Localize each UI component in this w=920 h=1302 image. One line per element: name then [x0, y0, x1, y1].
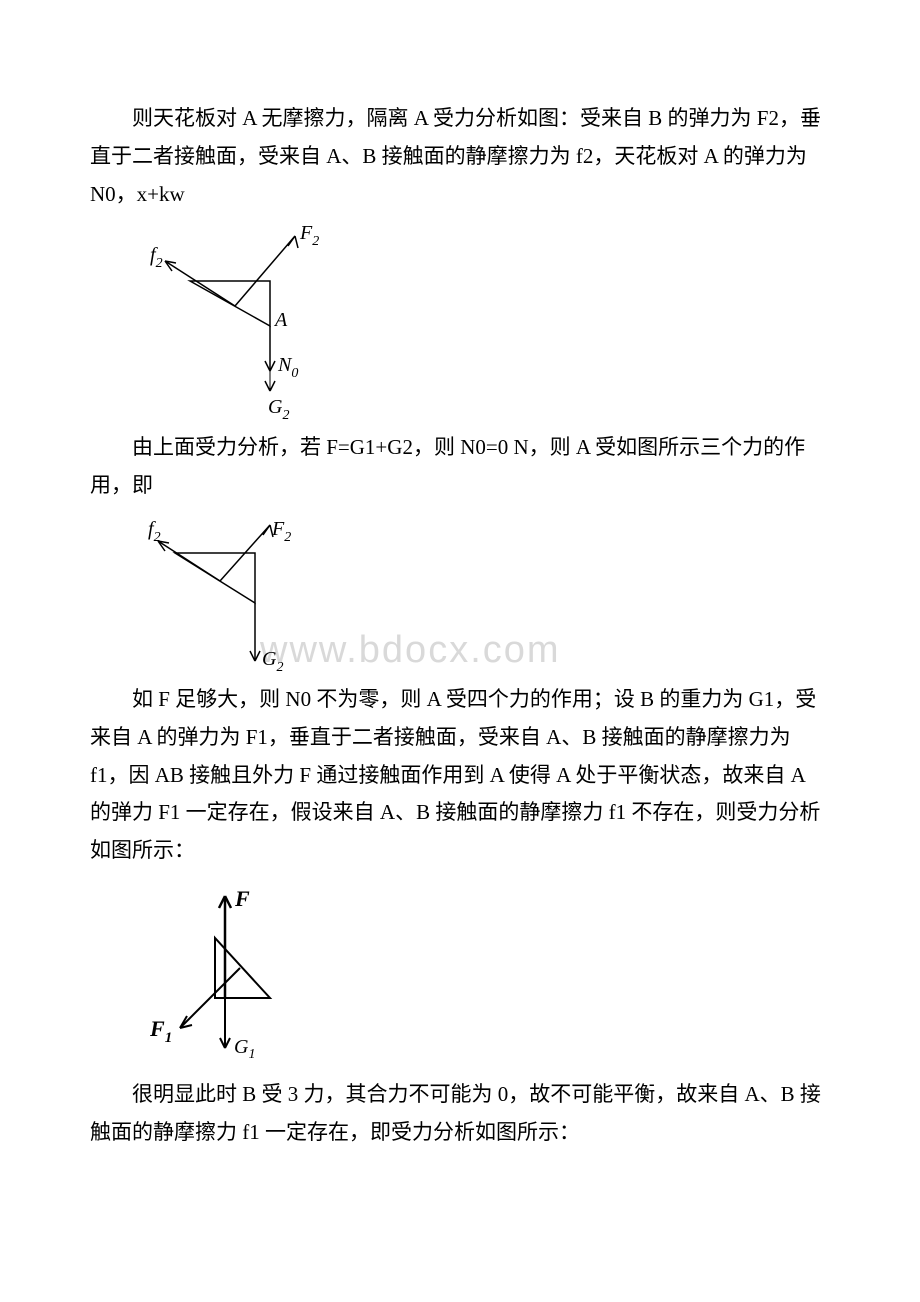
svg-text:G2: G2 — [262, 648, 283, 673]
svg-text:f2: f2 — [150, 244, 163, 271]
label-F: F — [234, 886, 250, 911]
figure-2: f2 F2 G2 — [120, 513, 830, 673]
paragraph-3: 如 F 足够大，则 N0 不为零，则 A 受四个力的作用；设 B 的重力为 G1… — [90, 681, 830, 870]
svg-text:F1: F1 — [149, 1016, 172, 1046]
figure-1: f2 F2 A N0 G2 — [120, 221, 830, 421]
svg-text:G2: G2 — [268, 396, 289, 421]
paragraph-4: 很明显此时 B 受 3 力，其合力不可能为 0，故不可能平衡，故来自 A、B 接… — [90, 1076, 830, 1152]
svg-text:f2: f2 — [148, 518, 161, 545]
svg-text:G1: G1 — [234, 1036, 255, 1062]
figure-3: F F1 G1 — [120, 878, 830, 1068]
svg-text:F2: F2 — [271, 518, 291, 545]
paragraph-1: 则天花板对 A 无摩擦力，隔离 A 受力分析如图：受来自 B 的弹力为 F2，垂… — [90, 100, 830, 213]
svg-text:F2: F2 — [299, 222, 319, 249]
label-A: A — [273, 309, 288, 331]
svg-text:N0: N0 — [277, 354, 298, 381]
paragraph-2: 由上面受力分析，若 F=G1+G2，则 N0=0 N，则 A 受如图所示三个力的… — [90, 429, 830, 505]
